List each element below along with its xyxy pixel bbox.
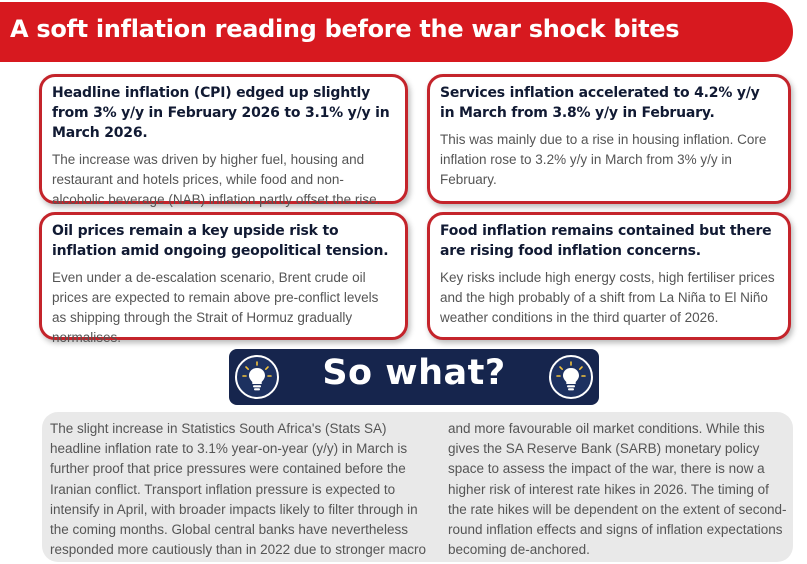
card-oil-prices: Oil prices remain a key upside risk to i… [39,212,408,345]
card-heading: Headline inflation (CPI) edged up slight… [52,85,390,141]
card-body: Even under a de-escalation scenario, Bre… [52,270,379,345]
lightbulb-icon [549,355,593,399]
so-what-paragraph-right: and more favourable oil market condition… [448,421,787,558]
so-what-panel: The slight increase in Statistics South … [42,412,793,564]
card-heading: Food inflation remains contained but the… [440,223,772,259]
card-body: Key risks include high energy costs, hig… [440,270,775,325]
card-heading: Services inflation accelerated to 4.2% y… [440,85,760,121]
card-heading: Oil prices remain a key upside risk to i… [52,223,389,259]
card-headline-inflation: Headline inflation (CPI) edged up slight… [39,74,408,207]
lightbulb-icon [235,355,279,399]
page-title: A soft inflation reading before the war … [10,15,680,43]
so-what-banner: So what? [229,349,599,405]
card-food-inflation: Food inflation remains contained but the… [427,212,791,340]
card-body: This was mainly due to a rise in housing… [440,132,767,187]
header-banner: A soft inflation reading before the war … [0,2,793,62]
card-services-inflation: Services inflation accelerated to 4.2% y… [427,74,791,204]
card-body: The increase was driven by higher fuel, … [52,152,381,207]
so-what-paragraph-left: The slight increase in Statistics South … [50,421,426,564]
so-what-title: So what? [322,353,506,393]
